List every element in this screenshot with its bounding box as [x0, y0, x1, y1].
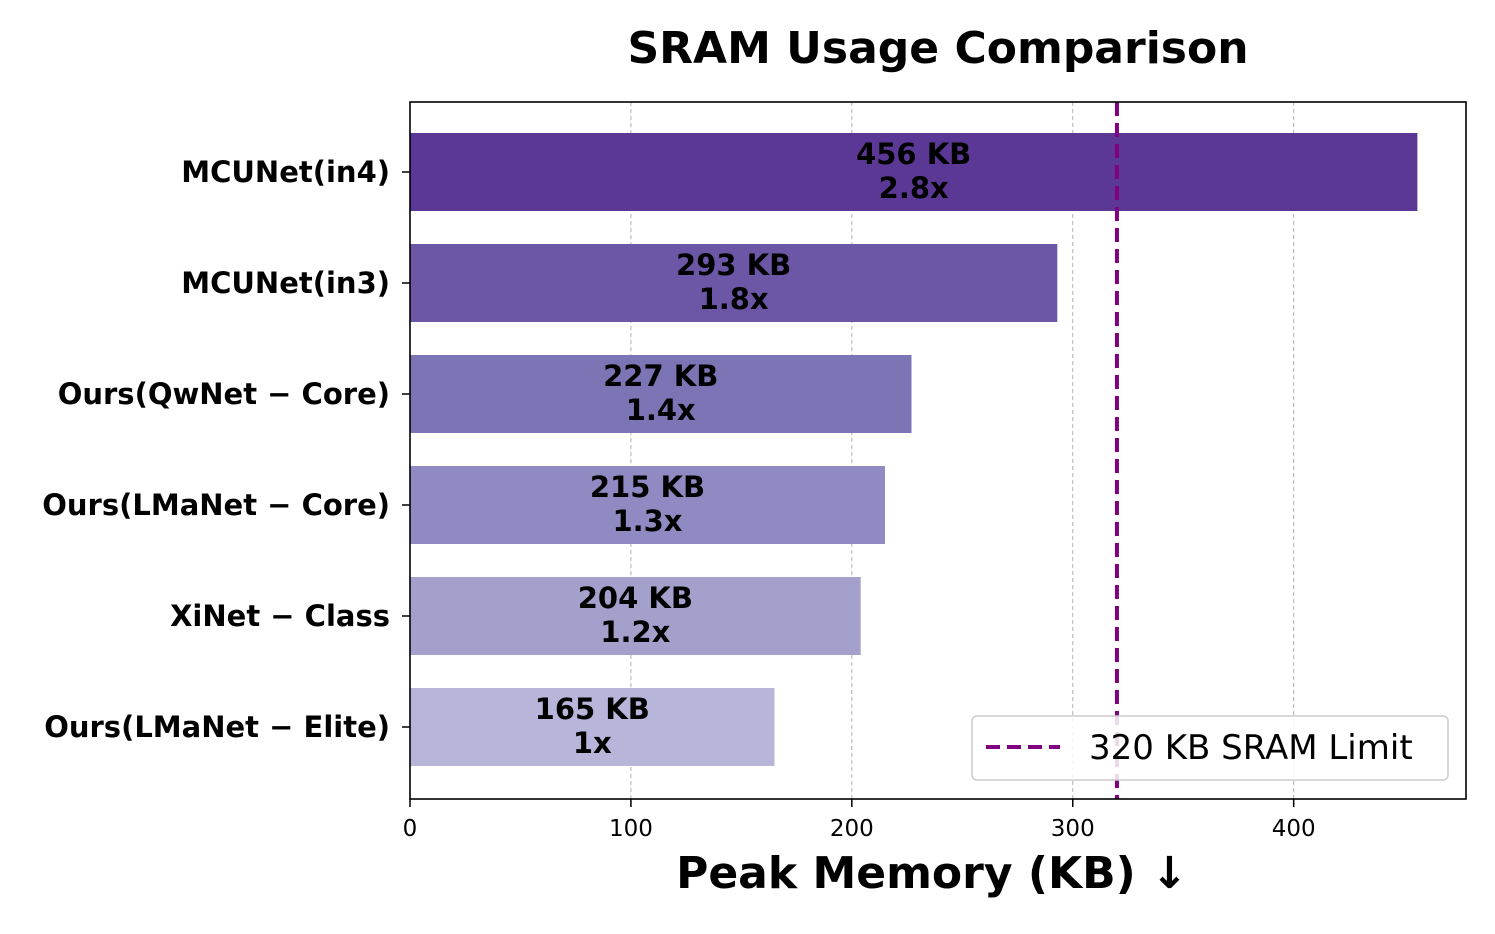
- y-axis-ticks: MCUNet(in4) MCUNet(in3) Ours(QwNet − Core)…: [42, 155, 410, 744]
- legend-box: [971, 715, 1449, 781]
- bar-ratio-label: 1.2x: [600, 615, 670, 649]
- y-tick-label: Ours(LMaNet − Core): [42, 488, 390, 522]
- y-tick-label: MCUNet(in4): [181, 155, 390, 189]
- bar-ratio-label: 1.3x: [612, 504, 682, 538]
- x-axis-ticks: 0 100 200 300 400: [403, 799, 1316, 842]
- x-tick-label: 400: [1272, 816, 1316, 842]
- bars: 456 KB2.8x 293 KB1.8x 227 KB1.4x 215 KB1.3x…: [410, 133, 1418, 766]
- bar-value-label: 165 KB: [535, 692, 650, 726]
- bar-ratio-label: 2.8x: [879, 171, 949, 205]
- bar: [410, 355, 912, 433]
- bar-value-label: 227 KB: [603, 359, 718, 393]
- x-tick-label: 0: [403, 816, 418, 842]
- bar: [410, 133, 1418, 211]
- bar-value-label: 204 KB: [578, 581, 693, 615]
- y-tick-label: XiNet − Class: [170, 599, 390, 633]
- bar-ratio-label: 1.8x: [699, 282, 769, 316]
- x-tick-label: 300: [1051, 816, 1095, 842]
- bar-value-label: 215 KB: [590, 470, 705, 504]
- bar: [410, 466, 885, 544]
- bar: [410, 577, 861, 655]
- legend: 320 KB SRAM Limit: [971, 715, 1449, 781]
- bar-value-label: 456 KB: [856, 137, 971, 171]
- y-tick-label: Ours(LMaNet − Elite): [44, 710, 390, 744]
- bar: [410, 688, 775, 766]
- plot-frame: [409, 101, 1467, 800]
- x-axis-label: Peak Memory (KB) ↓: [676, 848, 1188, 899]
- bar-value-label: 293 KB: [676, 248, 791, 282]
- x-tick-label: 200: [830, 816, 874, 842]
- y-tick-label: MCUNet(in3): [181, 266, 390, 300]
- bar-ratio-label: 1x: [573, 726, 612, 760]
- bar-ratio-label: 1.4x: [626, 393, 696, 427]
- x-tick-label: 100: [609, 816, 653, 842]
- legend-label: 320 KB SRAM Limit: [1089, 728, 1413, 768]
- bar: [410, 244, 1058, 322]
- y-tick-label: Ours(QwNet − Core): [58, 377, 390, 411]
- chart-title: SRAM Usage Comparison: [627, 23, 1248, 74]
